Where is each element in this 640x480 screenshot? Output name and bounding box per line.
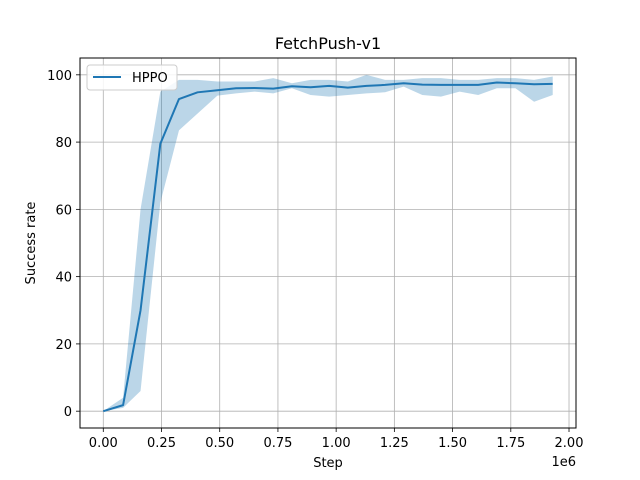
plot-frame [79, 57, 577, 429]
y-tick-label: 0 [64, 405, 72, 420]
x-tick-label: 1.50 [438, 436, 467, 451]
x-tick-label: 0.25 [147, 436, 176, 451]
y-axis-label: Success rate [24, 202, 39, 285]
y-tick-label: 100 [47, 69, 72, 84]
x-tick-label: 0.50 [205, 436, 234, 451]
x-tick-label: 1.00 [322, 436, 351, 451]
axis-ticks: 0.00 0.25 0.50 0.75 1.00 1.25 1.50 1.75 2.00 0 20 4… [47, 69, 583, 451]
x-axis-label: Step [313, 456, 343, 471]
y-tick-label: 80 [55, 136, 72, 151]
x-tick-label: 1.25 [380, 436, 409, 451]
y-tick-label: 60 [55, 203, 72, 218]
x-tick-label: 0.75 [263, 436, 292, 451]
y-tick-label: 20 [55, 338, 72, 353]
legend-label: HPPO [132, 71, 168, 86]
series-lines [102, 81, 553, 413]
chart-title: FetchPush-v1 [275, 34, 381, 53]
x-tick-label: 2.00 [555, 436, 584, 451]
x-tick-label: 0.00 [89, 436, 118, 451]
x-tick-label: 1.75 [496, 436, 525, 451]
legend-box [86, 64, 178, 91]
x-axis-offset-label: 1e6 [551, 455, 576, 470]
grid [80, 58, 576, 428]
legend: HPPO [86, 64, 178, 91]
y-tick-label: 40 [55, 271, 72, 286]
series-line [102, 81, 553, 413]
